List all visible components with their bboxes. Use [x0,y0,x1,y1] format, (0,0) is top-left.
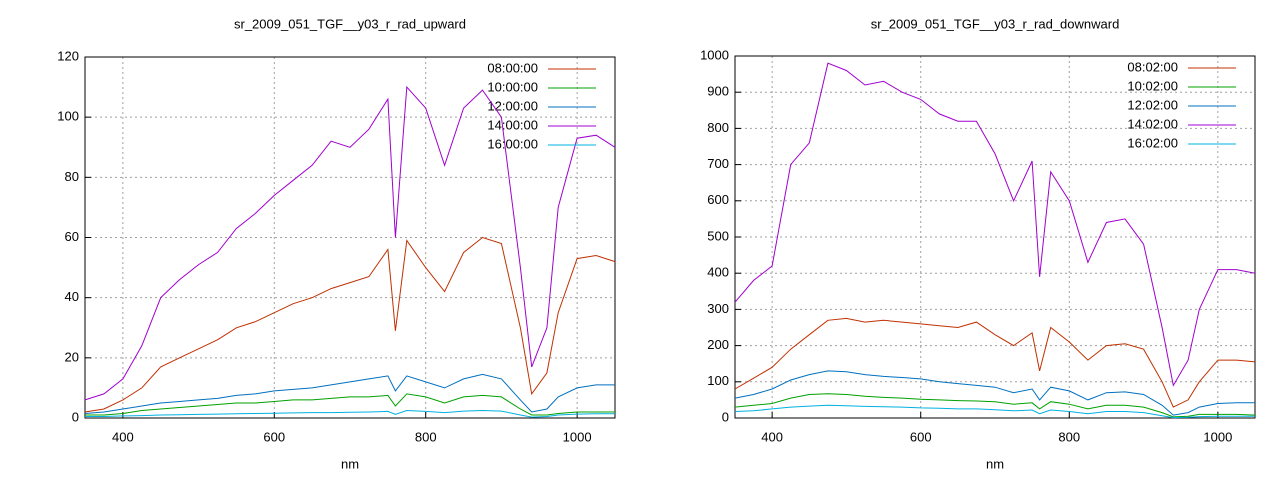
legend-label: 10:02:00 [1127,78,1178,93]
series-line [734,370,1255,416]
series-line [734,62,1256,387]
legend-label: 14:02:00 [1127,116,1178,131]
legend-label: 16:00:00 [487,136,538,151]
legend-label: 12:00:00 [487,98,538,113]
y-tick-label: 400 [707,265,729,280]
y-tick-label: 20 [65,349,79,364]
series-line [84,236,616,413]
legend-label: 08:00:00 [487,60,538,75]
x-tick-label: 600 [910,429,932,444]
y-tick-label: 0 [722,409,729,424]
x-tick-label: 600 [263,429,285,444]
legend-label: 12:02:00 [1127,97,1178,112]
legend-label: 08:02:00 [1127,59,1178,74]
series-line [734,404,1255,419]
y-tick-label: 120 [57,48,79,63]
chart-title: sr_2009_051_TGF__y03_r_rad_upward [234,16,466,31]
y-tick-label: 80 [65,169,79,184]
x-tick-label: 400 [761,429,783,444]
y-tick-label: 500 [707,228,729,243]
x-tick-label: 1000 [563,429,592,444]
y-tick-label: 100 [707,373,729,388]
y-tick-label: 40 [65,289,79,304]
y-tick-label: 600 [707,192,729,207]
legend-label: 14:00:00 [487,117,538,132]
y-tick-label: 300 [707,301,729,316]
series-line [85,409,615,418]
series-line [84,85,616,401]
x-tick-label: 1000 [1203,429,1232,444]
y-tick-label: 900 [707,84,729,99]
y-tick-label: 200 [707,337,729,352]
y-tick-label: 1000 [700,47,729,62]
y-tick-label: 0 [72,409,79,424]
plot-frame [84,56,616,419]
series-line [84,373,615,414]
y-tick-label: 100 [57,109,79,124]
legend-label: 10:00:00 [487,79,538,94]
y-tick-label: 60 [65,229,79,244]
chart-title: sr_2009_051_TGF__y03_r_rad_downward [871,16,1120,31]
x-tick-label: 400 [112,429,134,444]
x-axis-label: nm [986,456,1004,471]
x-tick-label: 800 [415,429,437,444]
plot-frame [734,55,1256,419]
y-tick-label: 700 [707,156,729,171]
series-line [85,393,615,416]
series-line [734,393,1256,418]
x-tick-label: 800 [1058,429,1080,444]
series-line [734,317,1256,408]
y-tick-label: 800 [707,120,729,135]
x-axis-label: nm [341,456,359,471]
legend-label: 16:02:00 [1127,135,1178,150]
